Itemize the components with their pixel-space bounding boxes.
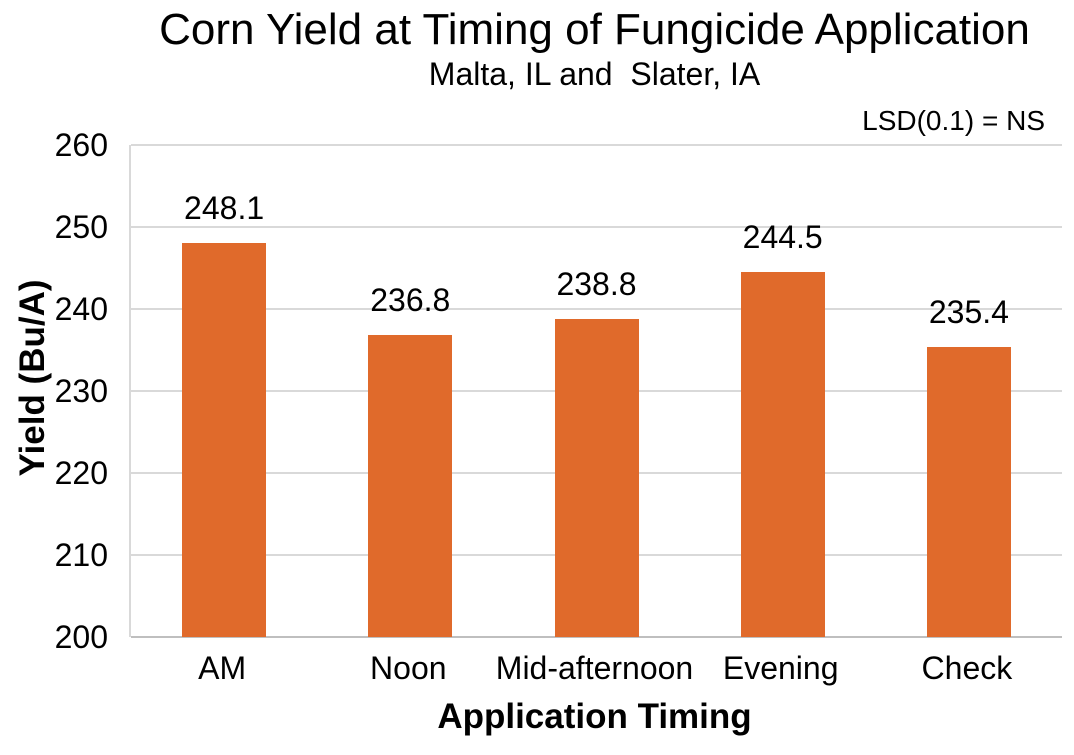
bar	[182, 242, 267, 637]
x-axis-line	[131, 636, 1062, 638]
x-tick-label: Noon	[370, 650, 447, 686]
bar-value-label: 236.8	[370, 282, 451, 319]
x-axis-tick-labels: AM Noon Mid-afternoon Evening Check	[129, 650, 1060, 690]
bar-value-label: 248.1	[184, 189, 265, 226]
bar-value-label: 235.4	[928, 293, 1009, 330]
bar-value-label: 244.5	[742, 219, 823, 256]
lsd-annotation: LSD(0.1) = NS	[862, 105, 1045, 136]
x-tick-label: Check	[921, 650, 1013, 686]
y-tick-label: 260	[54, 127, 108, 163]
y-tick-label: 240	[54, 291, 108, 327]
chart-title: Corn Yield at Timing of Fungicide Applic…	[159, 5, 1030, 54]
x-tick-label: AM	[198, 650, 247, 686]
bar	[554, 318, 639, 637]
y-tick-label: 200	[54, 619, 108, 655]
bar	[740, 272, 825, 637]
y-tick-label: 250	[54, 209, 108, 245]
y-tick-label: 210	[54, 537, 108, 573]
y-axis-tick-labels: 260 250 240 230 220 210 200	[0, 127, 112, 655]
bar-value-label: 238.8	[556, 265, 637, 302]
x-tick-label: Mid-afternoon	[495, 650, 694, 686]
plot-area: 248.1 236.8 238.8 244.5 235.4	[129, 144, 1062, 638]
bar	[368, 335, 453, 637]
y-tick-label: 220	[54, 455, 108, 491]
x-tick-label: Evening	[722, 650, 839, 686]
chart-subtitle: Malta, IL and Slater, IA	[428, 56, 761, 92]
gridline	[131, 226, 1062, 228]
gridline	[131, 308, 1062, 310]
x-axis-title: Application Timing	[437, 697, 752, 736]
bar	[926, 346, 1011, 637]
gridline	[131, 144, 1062, 146]
y-tick-label: 230	[54, 373, 108, 409]
